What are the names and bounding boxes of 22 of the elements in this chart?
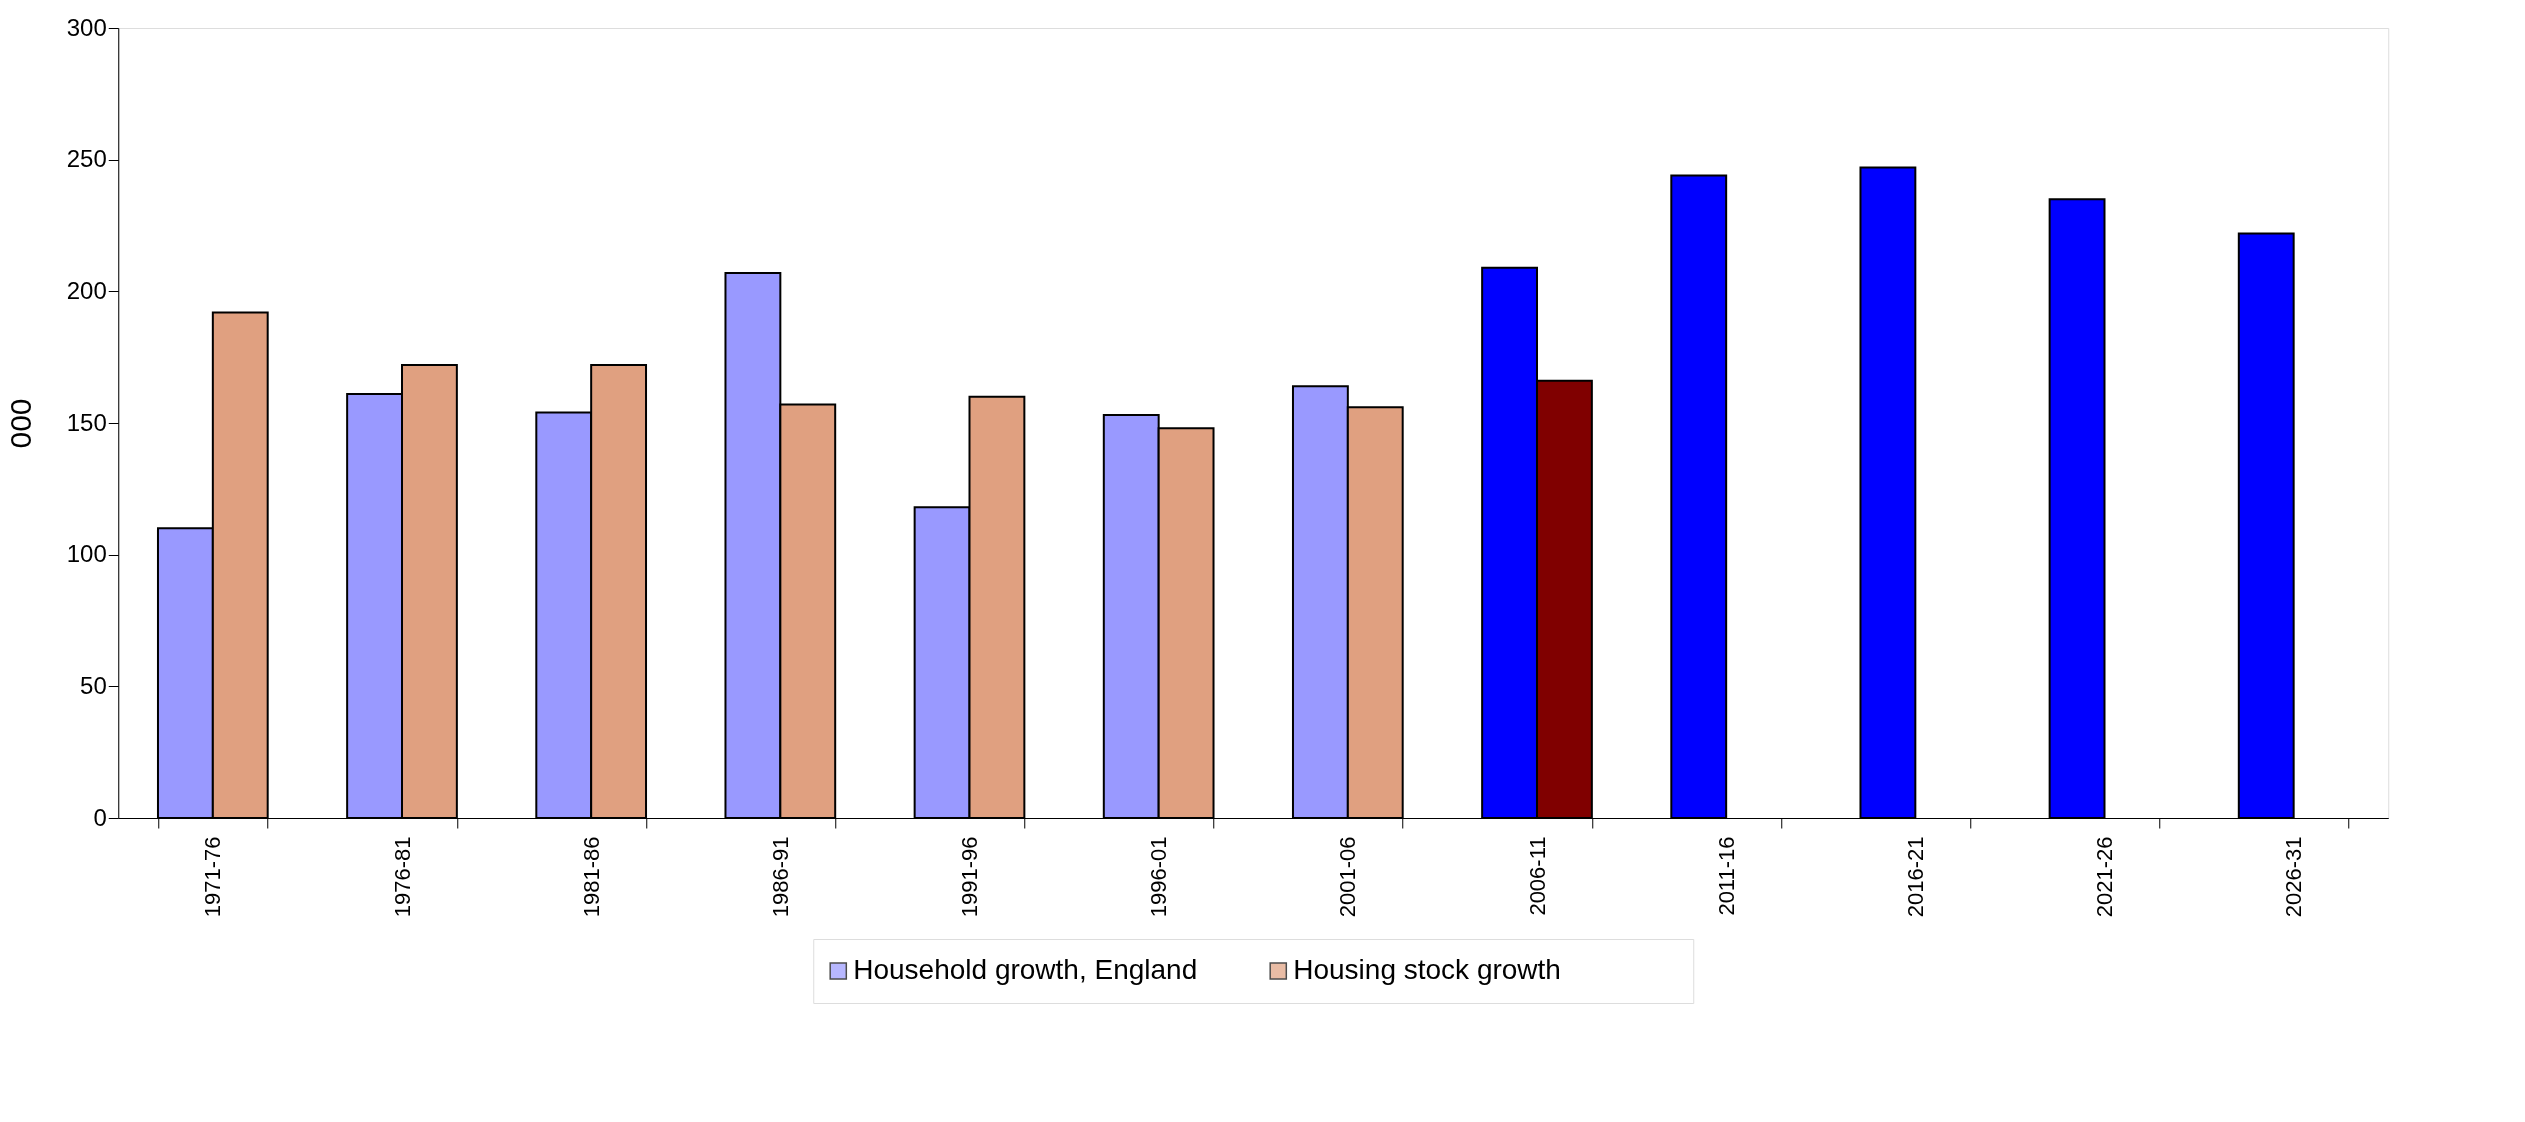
y-axis-title: 000: [3, 398, 37, 449]
x-tick-label: 1976-81: [389, 836, 415, 918]
x-tick-label: 2011-16: [1713, 836, 1739, 916]
x-tick-label: 2001-06: [1335, 836, 1361, 918]
x-tick-label: 2026-31: [2281, 836, 2307, 918]
x-tick-label: 2006-11: [1524, 836, 1550, 916]
y-tick-label: 300: [66, 13, 107, 41]
x-tick-label: 2021-26: [2092, 836, 2117, 918]
legend-label: Housing stock growth: [1293, 954, 1561, 985]
x-tick-label: 1971-76: [200, 836, 226, 918]
y-tick-label: 100: [66, 540, 107, 568]
y-tick-label: 50: [80, 671, 107, 699]
y-tick-label: 250: [66, 145, 107, 173]
x-tick-label: 1996-01: [1146, 836, 1172, 918]
legend-label: Household growth, England: [853, 954, 1198, 985]
y-tick-label: 150: [66, 408, 107, 436]
y-tick-label: 0: [93, 803, 107, 831]
x-tick-label: 2016-21: [1902, 836, 1928, 918]
y-tick-label: 200: [66, 276, 107, 304]
x-tick-label: 1986-91: [767, 836, 793, 918]
x-tick-label: 1981-86: [578, 836, 604, 918]
x-tick-label: 1991-96: [957, 836, 982, 918]
